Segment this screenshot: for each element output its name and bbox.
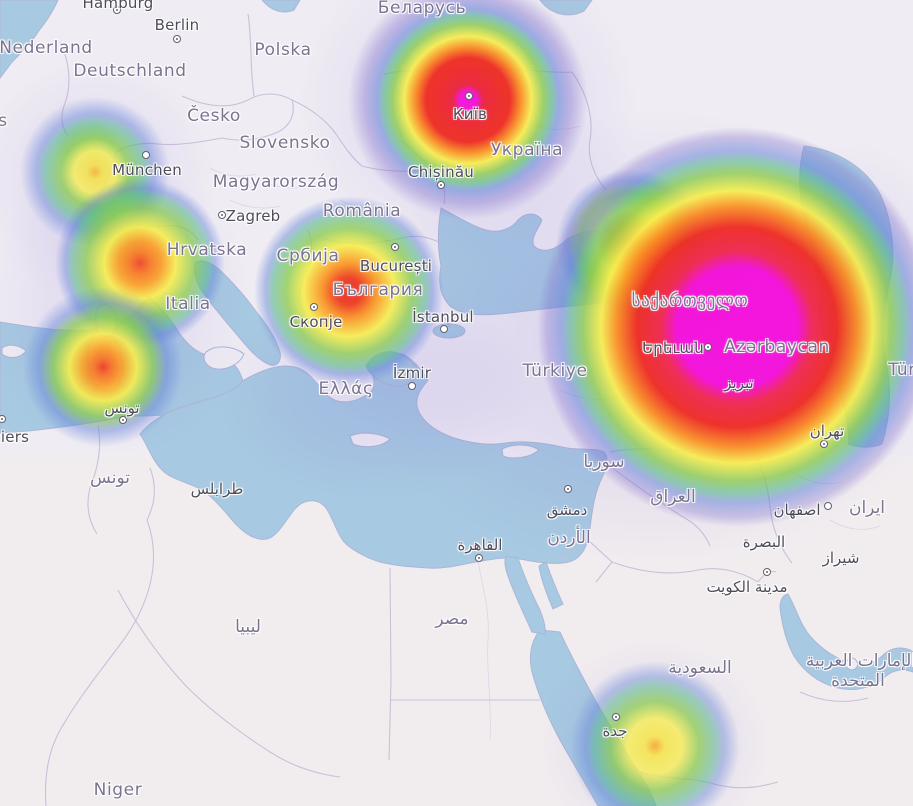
map-viewport[interactable]: Беларусь Polska Nederland Deutschland Česko S… [0, 0, 913, 806]
base-map [0, 0, 913, 806]
